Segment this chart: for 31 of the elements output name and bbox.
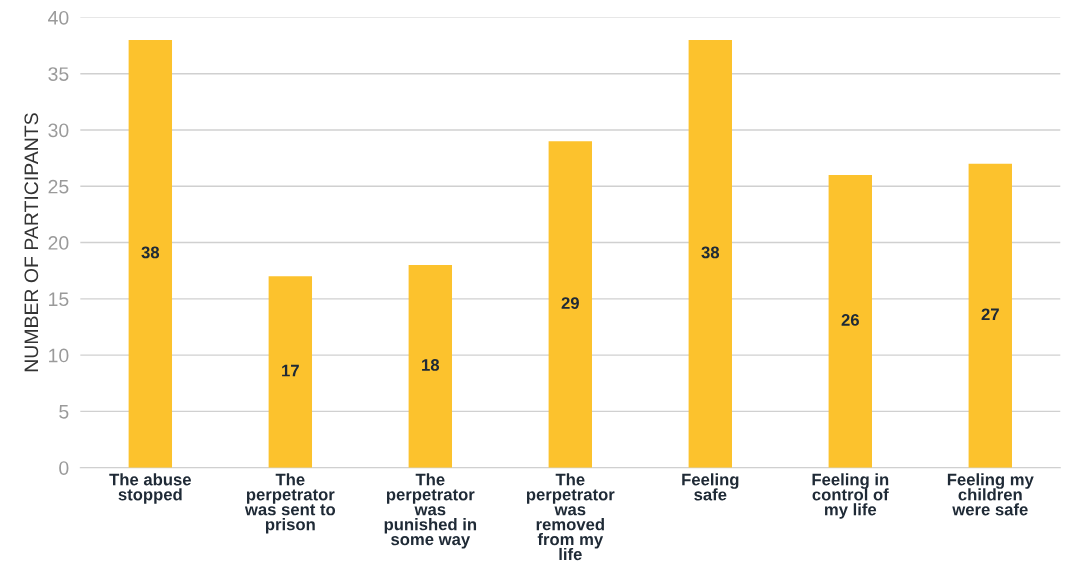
x-tick-label: The perpetrator was sent to prison <box>244 473 336 534</box>
bar <box>128 39 173 468</box>
data-label: 18 <box>422 359 440 371</box>
y-tick-label: 0 <box>59 461 69 475</box>
y-tick-label: 30 <box>48 123 69 138</box>
x-tick-label: Feeling safe <box>682 473 739 501</box>
x-tick-label: Feeling my children were safe <box>947 473 1034 516</box>
bar <box>408 265 453 468</box>
bar <box>268 276 313 468</box>
data-label: 26 <box>841 314 859 326</box>
bar <box>548 141 593 468</box>
data-label: 38 <box>141 246 160 259</box>
y-tick-label: 10 <box>49 348 69 363</box>
data-label: 38 <box>701 246 720 259</box>
x-tick-label: The perpetrator was punished in some way <box>384 473 477 549</box>
y-tick-label: 20 <box>48 236 69 250</box>
bar <box>688 39 732 468</box>
y-tick-label: 40 <box>48 10 69 25</box>
data-label: 29 <box>561 297 579 309</box>
y-axis-title: NUMBER OF PARTICIPANTS <box>24 113 39 372</box>
bar <box>968 163 1012 468</box>
x-tick-label: The abuse stopped <box>109 473 191 504</box>
y-tick-label: 35 <box>48 67 69 81</box>
data-label: 27 <box>981 308 999 321</box>
y-tick-label: 15 <box>49 292 69 307</box>
data-label: 17 <box>282 364 299 377</box>
bar <box>828 175 872 468</box>
x-tick-label: The perpetrator was removed from my life <box>526 473 615 561</box>
x-tick-label: Feeling in control of my life <box>812 473 889 519</box>
y-tick-label: 5 <box>59 405 69 419</box>
y-tick-label: 25 <box>48 179 69 194</box>
